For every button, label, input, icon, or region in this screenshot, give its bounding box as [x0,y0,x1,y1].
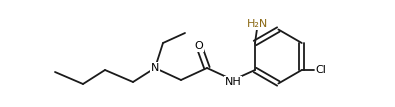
Text: H₂N: H₂N [246,19,268,29]
Text: Cl: Cl [316,65,327,75]
Text: O: O [195,41,203,51]
Text: N: N [151,63,159,73]
Text: NH: NH [225,77,241,87]
